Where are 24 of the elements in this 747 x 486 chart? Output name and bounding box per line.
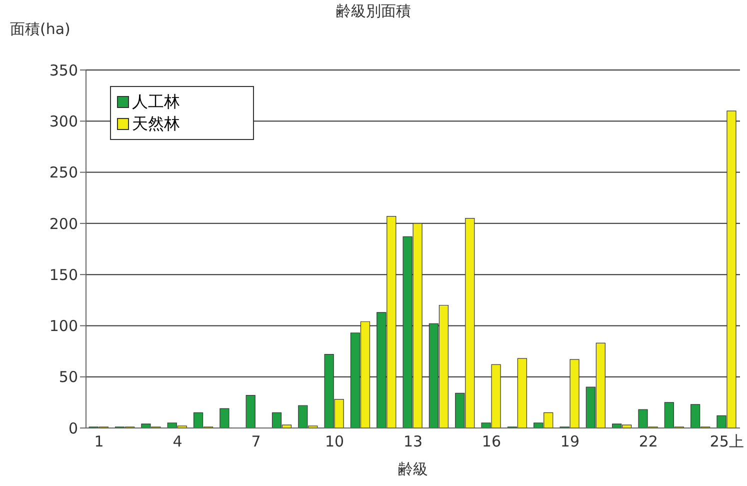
- y-tick-label: 300: [49, 112, 78, 130]
- x-tick-label: 7: [251, 432, 261, 451]
- y-tick-label: 200: [49, 214, 78, 233]
- x-tick-label: 25上: [710, 432, 744, 451]
- x-tick-label: 16: [482, 432, 502, 451]
- x-axis-title: 齢級: [398, 460, 428, 478]
- y-axis-title: 面積(ha): [10, 20, 70, 39]
- y-tick-label: 350: [49, 61, 78, 80]
- x-tick-label: 19: [560, 432, 580, 451]
- y-tick-label: 100: [49, 317, 78, 336]
- x-tick-label: 22: [638, 432, 658, 451]
- y-tick-label: 0: [68, 419, 78, 438]
- x-tick-label: 10: [324, 432, 344, 451]
- x-tick-label: 13: [403, 432, 423, 451]
- legend-label: 人工林: [132, 91, 180, 113]
- y-tick-label: 150: [49, 266, 78, 284]
- bar: [220, 408, 230, 428]
- x-tick-label: 1: [94, 432, 104, 451]
- bar: [246, 394, 256, 428]
- legend-label: 天然林: [132, 113, 180, 135]
- y-tick-label: 50: [58, 368, 78, 386]
- chart-title: 齢級別面積: [335, 2, 412, 21]
- y-tick-label: 250: [49, 164, 78, 182]
- x-tick-label: 4: [172, 432, 182, 451]
